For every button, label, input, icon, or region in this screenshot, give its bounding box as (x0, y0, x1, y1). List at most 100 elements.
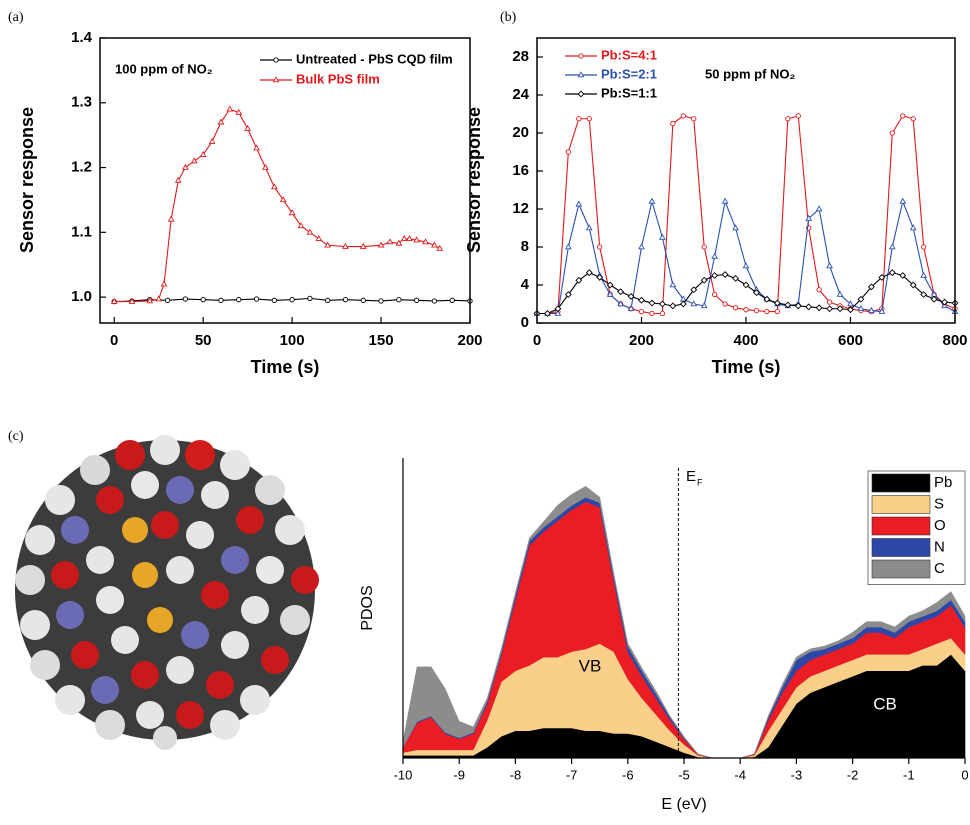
marker (606, 281, 614, 289)
marker (217, 118, 225, 125)
marker (690, 286, 698, 294)
marker (306, 228, 314, 235)
x-tick-label: -5 (678, 767, 690, 782)
marker (406, 235, 413, 242)
legend-swatch (871, 559, 931, 579)
marker (888, 269, 896, 277)
marker (669, 281, 677, 288)
marker (342, 297, 349, 303)
band-label: CB (873, 694, 897, 713)
y-tick-label: 1.0 (71, 288, 92, 305)
marker (784, 301, 792, 309)
marker (857, 305, 865, 311)
marker (400, 235, 408, 242)
marker (182, 163, 189, 170)
x-tick-label: 600 (838, 332, 863, 349)
marker (164, 297, 171, 303)
marker (836, 290, 844, 297)
y-tick-label: 1.3 (71, 94, 92, 111)
marker (199, 150, 207, 157)
x-tick-label: -7 (566, 767, 578, 782)
marker (816, 287, 822, 293)
x-tick-label: -3 (791, 767, 803, 782)
marker (910, 116, 916, 122)
marker (732, 224, 739, 231)
marker (431, 241, 438, 248)
marker (307, 295, 313, 302)
marker (867, 283, 875, 291)
marker (160, 280, 168, 287)
marker (773, 299, 781, 307)
marker (167, 215, 175, 222)
marker (564, 291, 572, 298)
marker (878, 307, 886, 314)
marker (449, 297, 455, 303)
y-tick-label: 1.1 (71, 223, 92, 240)
marker (288, 209, 296, 216)
marker (377, 241, 385, 248)
marker (732, 305, 739, 311)
legend-swatch (871, 495, 931, 514)
marker (909, 224, 917, 231)
series-line (114, 108, 441, 303)
plot-frame (99, 37, 471, 324)
marker (847, 306, 854, 314)
marker (586, 116, 592, 122)
marker (670, 120, 676, 127)
marker (577, 71, 585, 78)
marker (638, 296, 645, 304)
legend-label: O (934, 517, 946, 534)
marker (794, 302, 802, 310)
legend-label: Pb (934, 474, 952, 491)
marker (575, 200, 583, 207)
marker (565, 149, 571, 155)
marker (711, 272, 719, 279)
x-tick-label: 200 (629, 332, 654, 349)
marker (711, 252, 719, 259)
marker (342, 242, 349, 249)
marker (253, 144, 260, 151)
y-tick-label: 12 (512, 200, 529, 217)
x-tick-label: 50 (195, 332, 212, 349)
marker (585, 269, 593, 277)
marker (422, 238, 429, 245)
x-tick-label: 0 (533, 332, 541, 349)
marker (700, 276, 708, 284)
marker (815, 304, 823, 312)
marker (544, 310, 551, 317)
legend-label: C (934, 560, 945, 577)
marker (826, 262, 833, 269)
legend-label: Bulk PbS film (296, 71, 380, 86)
marker (174, 176, 182, 183)
marker (690, 300, 698, 307)
panel-label: (b) (500, 10, 517, 25)
marker (617, 300, 624, 307)
y-tick-label: 1.4 (71, 29, 93, 46)
x-tick-label: 200 (457, 332, 482, 349)
marker (857, 295, 865, 303)
x-tick-label: -9 (453, 767, 465, 782)
marker (576, 116, 582, 122)
marker (805, 303, 813, 311)
x-tick-label: -6 (622, 767, 634, 782)
marker (279, 196, 287, 203)
x-tick-label: 100 (280, 332, 305, 349)
marker (679, 300, 687, 308)
marker (920, 291, 928, 298)
legend-label: Untreated - PbS CQD film (296, 51, 453, 66)
marker (648, 197, 656, 204)
y-tick-label: 1.2 (71, 159, 92, 176)
series-line (537, 199, 956, 315)
legend-label: Pb:S=2:1 (601, 66, 657, 81)
marker (272, 76, 280, 83)
marker (721, 271, 729, 278)
y-axis-label: Sensor response (17, 107, 37, 253)
x-tick-label: -2 (847, 767, 859, 782)
marker (155, 295, 163, 302)
marker (680, 113, 686, 119)
marker (899, 197, 907, 204)
marker (700, 302, 708, 309)
marker (110, 297, 118, 304)
marker (721, 197, 729, 204)
